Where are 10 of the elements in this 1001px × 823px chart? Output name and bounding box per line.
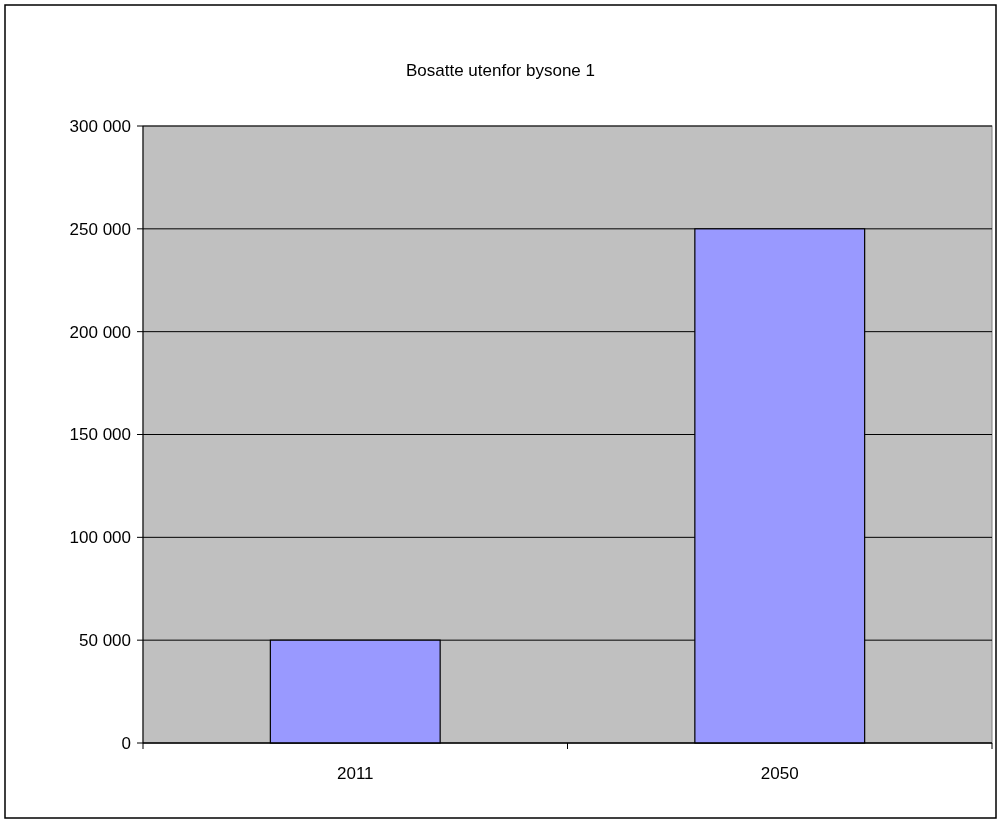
chart-title: Bosatte utenfor bysone 1 (405, 61, 596, 80)
y-tick-label: 250 000 (69, 219, 131, 239)
y-tick-label: 200 000 (69, 322, 131, 342)
y-tick-label: 0 (121, 733, 131, 753)
x-tick-label: 2011 (336, 764, 374, 783)
y-tick-label: 50 000 (79, 631, 131, 651)
y-tick-label: 150 000 (69, 425, 131, 445)
y-tick-label: 100 000 (69, 528, 131, 548)
y-tick-label: 300 000 (69, 116, 131, 136)
x-tick-label: 2050 (760, 764, 799, 783)
